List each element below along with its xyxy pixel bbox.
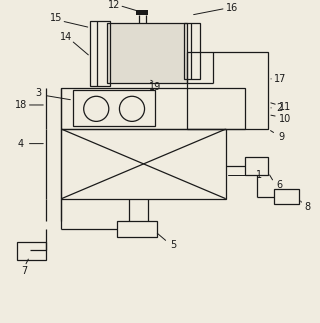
Bar	[73, 90, 155, 126]
Bar	[116, 221, 157, 237]
Bar	[91, 21, 110, 86]
Text: 6: 6	[277, 180, 283, 190]
Bar	[187, 52, 268, 129]
Text: 16: 16	[226, 3, 239, 13]
Text: 17: 17	[274, 74, 286, 84]
Text: 14: 14	[60, 32, 72, 42]
Text: 19: 19	[149, 82, 161, 92]
Text: 7: 7	[22, 266, 28, 276]
Text: 9: 9	[279, 132, 285, 142]
Text: 10: 10	[279, 114, 292, 124]
Text: 4: 4	[18, 139, 24, 149]
Text: 5: 5	[170, 240, 177, 250]
Bar	[274, 189, 299, 204]
Bar	[17, 242, 46, 259]
Text: 8: 8	[305, 203, 311, 212]
Text: 1: 1	[255, 171, 261, 181]
Bar	[184, 23, 200, 79]
Bar	[61, 88, 245, 129]
Text: 15: 15	[50, 13, 62, 23]
Text: 2: 2	[277, 103, 283, 113]
Text: 18: 18	[15, 100, 27, 110]
Bar	[61, 129, 226, 199]
Text: 11: 11	[279, 102, 292, 112]
Bar	[107, 23, 187, 83]
Text: 12: 12	[108, 0, 121, 9]
Bar	[245, 157, 268, 174]
Text: 3: 3	[35, 89, 41, 99]
Bar	[136, 9, 148, 15]
